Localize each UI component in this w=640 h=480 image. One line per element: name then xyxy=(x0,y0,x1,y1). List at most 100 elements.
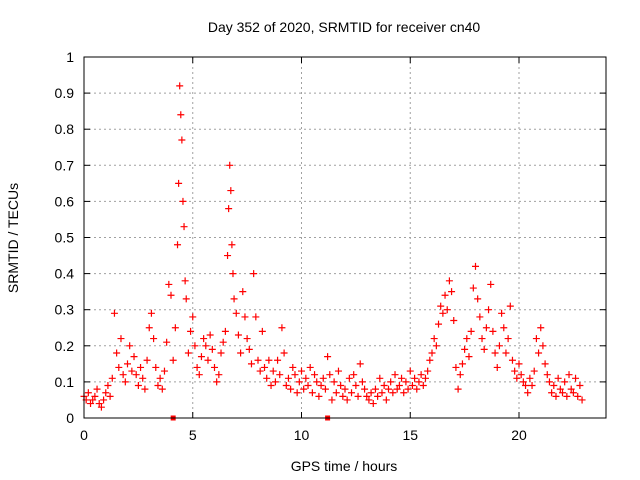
data-point xyxy=(313,378,321,386)
data-point xyxy=(482,324,490,332)
data-point xyxy=(445,277,453,285)
data-point xyxy=(106,392,114,400)
y-tick-label: 0.3 xyxy=(55,302,75,318)
data-point xyxy=(167,291,175,299)
data-point xyxy=(117,335,125,343)
data-point xyxy=(175,179,183,187)
data-point xyxy=(515,360,523,368)
data-point xyxy=(124,360,131,368)
data-point xyxy=(502,349,510,357)
data-point xyxy=(411,374,419,382)
data-point xyxy=(330,378,338,386)
data-point xyxy=(398,374,406,382)
data-point xyxy=(154,382,162,390)
data-point xyxy=(102,389,110,397)
data-point xyxy=(456,371,464,379)
data-point xyxy=(256,367,264,375)
data-point xyxy=(376,374,384,382)
y-tick-label: 0.1 xyxy=(55,374,75,390)
data-point xyxy=(450,317,458,325)
data-point xyxy=(225,205,233,213)
data-point xyxy=(177,111,185,119)
data-point xyxy=(104,382,112,390)
data-point xyxy=(439,309,447,317)
data-point xyxy=(150,335,158,343)
data-point xyxy=(191,342,199,350)
data-point xyxy=(97,403,105,411)
data-point xyxy=(128,367,136,375)
data-point xyxy=(480,345,488,353)
data-point xyxy=(543,371,551,379)
data-point xyxy=(143,356,151,364)
data-point xyxy=(121,378,129,386)
x-tick-label: 10 xyxy=(294,427,310,443)
data-point xyxy=(230,295,238,303)
data-point xyxy=(524,389,532,397)
data-point xyxy=(506,302,514,310)
data-point xyxy=(197,353,205,361)
data-point xyxy=(93,385,101,393)
data-point xyxy=(132,371,140,379)
data-point xyxy=(229,270,237,278)
data-point xyxy=(306,363,314,371)
y-tick-label: 0.8 xyxy=(55,121,75,137)
data-point xyxy=(160,367,168,375)
data-point xyxy=(165,280,173,288)
data-point xyxy=(232,309,240,317)
data-point xyxy=(517,371,525,379)
data-point xyxy=(261,363,269,371)
data-point xyxy=(137,363,145,371)
x-axis-label: GPS time / hours xyxy=(291,458,398,474)
data-point xyxy=(469,284,477,292)
y-axis-label: SRMTID / TECUs xyxy=(5,183,21,293)
data-point xyxy=(326,371,334,379)
data-point xyxy=(178,136,186,144)
data-point xyxy=(254,356,262,364)
y-tick-label: 0.9 xyxy=(55,85,75,101)
data-point xyxy=(110,309,118,317)
data-point xyxy=(119,371,127,379)
data-point xyxy=(552,392,560,400)
data-point xyxy=(169,356,177,364)
data-point xyxy=(195,371,203,379)
data-point xyxy=(374,392,382,400)
data-point xyxy=(421,374,429,382)
data-point xyxy=(328,396,336,404)
data-point xyxy=(139,374,147,382)
data-point xyxy=(358,378,366,386)
data-point xyxy=(95,400,103,408)
data-point xyxy=(295,378,303,386)
data-point xyxy=(493,363,501,371)
data-point xyxy=(280,349,288,357)
data-point xyxy=(419,382,427,390)
data-point xyxy=(126,342,134,350)
data-point xyxy=(348,389,356,397)
data-point xyxy=(108,374,116,382)
data-point xyxy=(287,385,295,393)
data-point xyxy=(319,374,327,382)
data-point xyxy=(391,371,399,379)
data-point xyxy=(508,356,516,364)
data-point xyxy=(565,371,573,379)
data-point xyxy=(293,389,301,397)
data-point xyxy=(317,382,325,390)
data-point xyxy=(415,378,423,386)
data-point xyxy=(435,320,443,328)
data-point xyxy=(243,335,251,343)
data-point xyxy=(559,389,566,397)
data-point xyxy=(181,277,189,285)
data-point xyxy=(152,363,160,371)
data-point xyxy=(504,335,512,343)
data-point xyxy=(519,378,527,386)
data-point xyxy=(274,356,282,364)
data-point xyxy=(448,288,456,296)
data-point xyxy=(352,382,360,390)
data-point xyxy=(189,313,197,321)
data-point xyxy=(130,353,138,361)
data-point xyxy=(217,349,225,357)
data-point xyxy=(204,356,212,364)
x-tick-label: 0 xyxy=(80,427,88,443)
data-point xyxy=(443,306,451,314)
data-point xyxy=(576,382,584,390)
data-point xyxy=(115,363,123,371)
